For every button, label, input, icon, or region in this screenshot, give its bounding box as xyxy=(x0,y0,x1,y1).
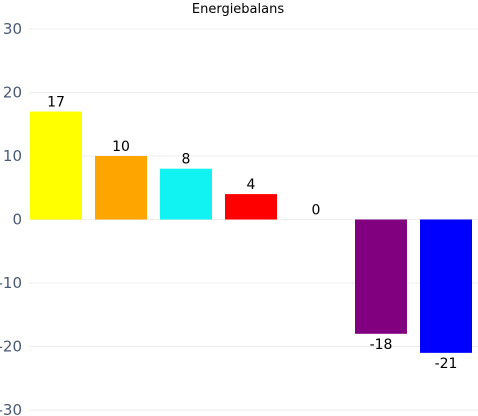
data-label: -21 xyxy=(435,356,458,372)
y-tick-label: -20 xyxy=(0,338,22,356)
data-label: 10 xyxy=(112,139,130,155)
y-tick-label: -30 xyxy=(0,401,22,416)
y-tick-label: 10 xyxy=(3,147,22,165)
bars xyxy=(30,111,472,353)
data-label: 17 xyxy=(47,95,65,111)
bar xyxy=(355,219,407,334)
data-label: 0 xyxy=(312,203,321,219)
bar xyxy=(95,156,147,220)
bar xyxy=(30,111,82,220)
chart-title: Energiebalans xyxy=(192,2,284,17)
y-tick-label: 20 xyxy=(3,84,22,102)
data-label: -18 xyxy=(370,337,393,353)
y-tick-label: 0 xyxy=(12,211,22,229)
data-label: 4 xyxy=(247,177,256,193)
y-axis-ticks: 30 20 10 0 -10 -20 -30 xyxy=(0,20,22,416)
y-tick-label: -10 xyxy=(0,274,22,292)
data-label: 8 xyxy=(182,152,191,168)
bar xyxy=(225,194,277,220)
bar xyxy=(160,168,212,220)
data-labels: 17 10 8 4 0 -18 -21 xyxy=(47,95,457,372)
y-tick-label: 30 xyxy=(3,20,22,38)
bar xyxy=(420,219,472,353)
